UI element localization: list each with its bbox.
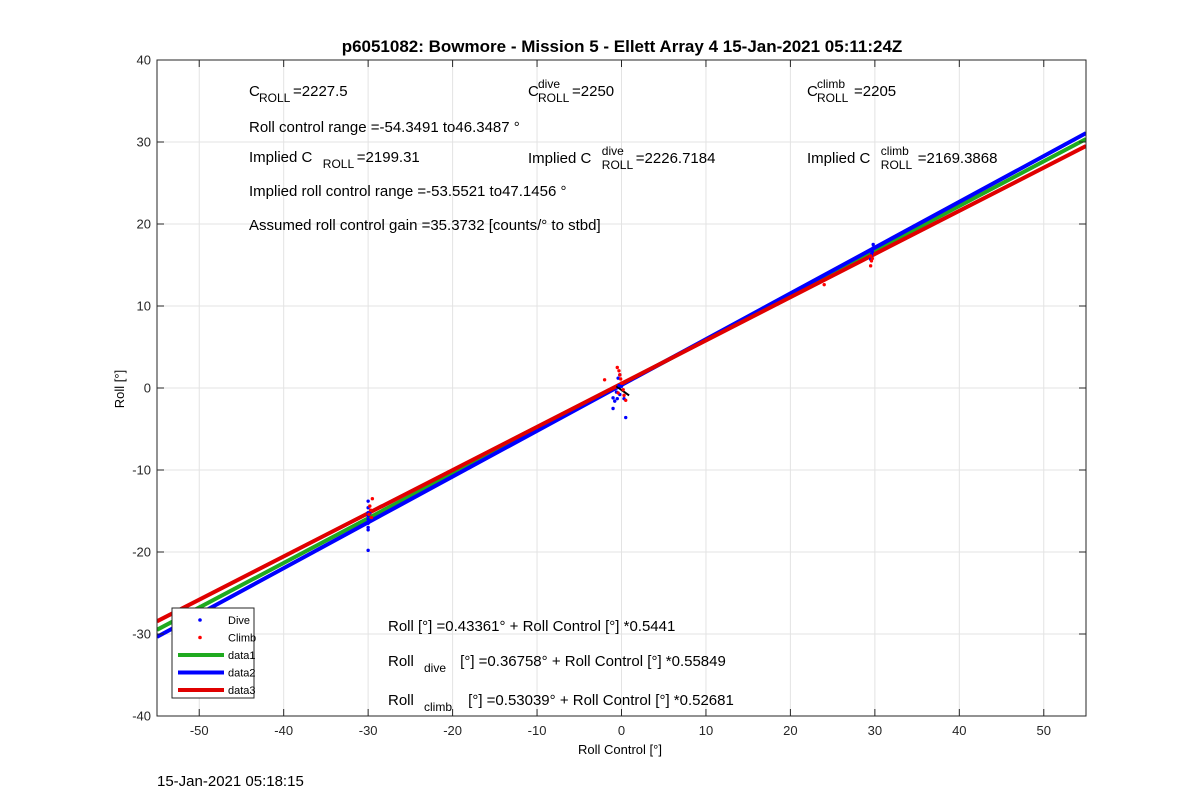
- x-tick-label: -30: [359, 723, 378, 738]
- x-tick-label: 30: [868, 723, 882, 738]
- data-point-climb: [822, 282, 826, 287]
- data-point-climb: [370, 497, 375, 501]
- x-tick-label: -40: [274, 723, 293, 738]
- y-axis-label: Roll [°]: [112, 370, 127, 408]
- annotations: CROLL =2227.5 Cdive ROLL =2250 Cclimb ROLL =220…: [249, 77, 997, 714]
- data-point-dive: [367, 519, 371, 523]
- x-tick-label: 10: [699, 723, 713, 738]
- data-point-climb: [870, 256, 875, 261]
- data-point-dive: [366, 528, 370, 532]
- data-point-climb: [368, 504, 372, 508]
- annotation-c-roll: CROLL =2227.5: [249, 83, 348, 105]
- legend-item-data1: data1: [178, 650, 256, 662]
- y-tick-label: 20: [137, 217, 151, 232]
- x-tick-label: -20: [443, 723, 462, 738]
- x-tick-label: -10: [528, 723, 547, 738]
- legend: Dive Climb data1 data2 data3: [171, 607, 256, 699]
- data-point-climb: [368, 508, 373, 512]
- data-point-climb: [621, 387, 625, 392]
- axis-ticks: -50 -40 -30 -20 -10 0 10 20 30 40 50 -40 -30 -20 -10 0 1…: [132, 53, 1086, 738]
- data-point-dive: [615, 396, 619, 401]
- y-tick-label: 30: [137, 135, 151, 150]
- plot-area: [157, 131, 1086, 639]
- data-point-climb: [617, 369, 621, 373]
- annotation-fit-all: Roll [°] =0.43361° + Roll Control [°] *0…: [388, 618, 675, 635]
- legend-label: Climb: [228, 633, 256, 645]
- annotation-fit-climb: Roll climb [°] =0.53039° + Roll Control […: [388, 692, 734, 714]
- data-point-climb: [624, 398, 628, 402]
- legend-label: data1: [228, 650, 256, 662]
- x-tick-label: 50: [1037, 723, 1051, 738]
- y-tick-label: 10: [137, 299, 151, 314]
- legend-label: data2: [228, 668, 256, 680]
- legend-swatch: [198, 618, 202, 622]
- x-tick-label: 0: [618, 723, 625, 738]
- x-tick-label: 40: [952, 723, 966, 738]
- y-tick-label: -40: [132, 709, 151, 724]
- data-point-climb: [618, 373, 622, 377]
- data-point-climb: [369, 515, 374, 520]
- annotation-fit-dive: Roll dive [°] =0.36758° + Roll Control [°…: [388, 653, 726, 675]
- legend-item-dive: Dive: [198, 615, 250, 627]
- data-point-dive: [619, 384, 624, 389]
- series-group: [157, 131, 1086, 639]
- data-point-dive: [871, 246, 875, 250]
- data-point-climb: [619, 381, 624, 385]
- data-point-dive: [870, 250, 875, 254]
- x-tick-label: 20: [783, 723, 797, 738]
- x-tick-label: -50: [190, 723, 209, 738]
- annotation-implied-range: Implied roll control range =-53.5521 to4…: [249, 183, 566, 200]
- y-tick-label: -20: [132, 545, 151, 560]
- data-point-dive: [871, 242, 875, 247]
- annotation-c-roll-climb: Cclimb ROLL =2205: [807, 77, 896, 105]
- y-tick-label: -30: [132, 627, 151, 642]
- chart-title: p6051082: Bowmore - Mission 5 - Ellett A…: [342, 37, 903, 56]
- annotation-gain: Assumed roll control gain =35.3732 [coun…: [249, 217, 601, 234]
- legend-swatch: [198, 635, 202, 640]
- legend-item-data2: data2: [178, 668, 256, 680]
- data-point-dive: [366, 525, 370, 530]
- annotation-implied-c-roll: Implied C ROLL =2199.31: [249, 149, 420, 171]
- data-point-dive: [611, 396, 615, 400]
- data-point-dive: [366, 499, 370, 503]
- x-axis-label: Roll Control [°]: [578, 742, 662, 757]
- data-point-dive: [624, 415, 628, 420]
- data-point-climb: [616, 391, 620, 395]
- data-point-climb: [615, 365, 619, 370]
- legend-item-climb: Climb: [198, 633, 256, 645]
- data-point-climb: [367, 512, 371, 516]
- data-point-climb: [622, 393, 626, 398]
- y-tick-label: -10: [132, 463, 151, 478]
- annotation-c-roll-dive: Cdive ROLL =2250: [528, 77, 614, 105]
- y-tick-label: 0: [144, 381, 151, 396]
- annotation-roll-range: Roll control range =-54.3491 to46.3487 °: [249, 119, 520, 136]
- legend-item-data3: data3: [178, 685, 256, 697]
- footer-timestamp: 15-Jan-2021 05:18:15: [157, 773, 304, 790]
- data-point-climb: [602, 378, 607, 382]
- legend-label: data3: [228, 685, 256, 697]
- data-point-climb: [618, 377, 623, 381]
- data-point-dive: [613, 399, 617, 403]
- legend-label: Dive: [228, 615, 250, 627]
- data-point-dive: [611, 406, 615, 411]
- data-point-dive: [366, 548, 370, 553]
- y-tick-label: 40: [137, 53, 151, 68]
- data-point-climb: [868, 254, 873, 258]
- data-point-climb: [868, 264, 873, 268]
